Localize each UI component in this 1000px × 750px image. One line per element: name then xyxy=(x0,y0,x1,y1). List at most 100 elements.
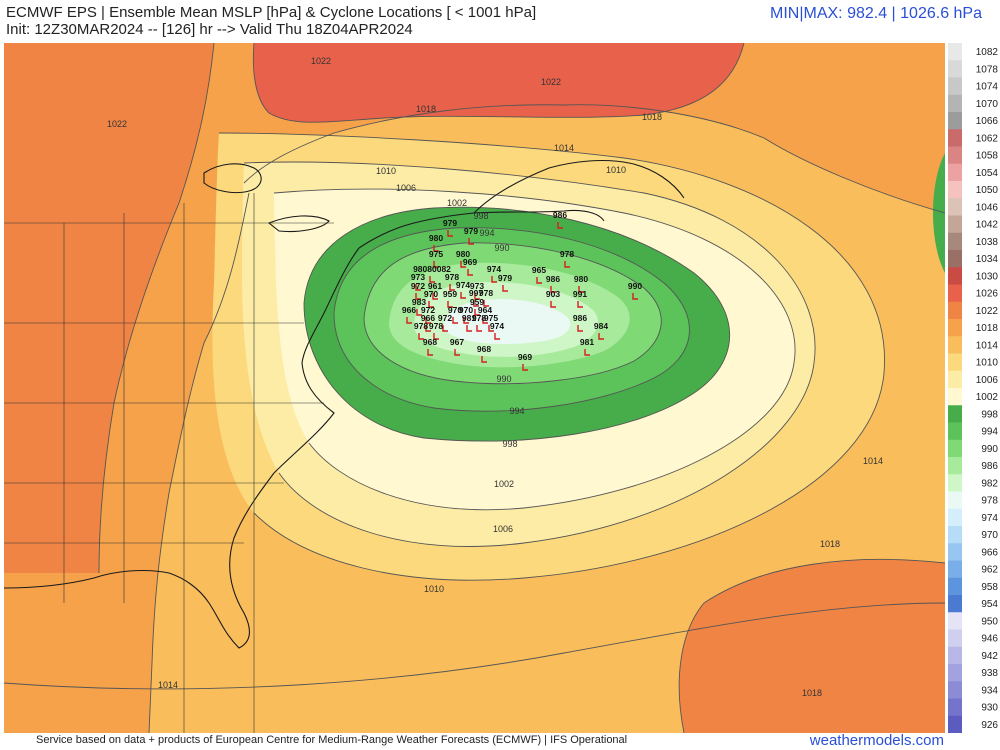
map-title: ECMWF EPS | Ensemble Mean MSLP [hPa] & C… xyxy=(6,4,537,21)
cyclone-low-marker xyxy=(442,325,448,332)
isobar-label: 1018 xyxy=(820,539,840,549)
great-lakes xyxy=(203,163,262,194)
cyclone-pressure-label: 981 xyxy=(580,337,594,347)
colorbar-label: 942 xyxy=(981,651,998,662)
cyclone-low-marker xyxy=(418,333,424,340)
isobar-1014 xyxy=(218,132,885,581)
colorbar-swatch xyxy=(948,508,962,527)
cyclone-pressure-label: 98080082 xyxy=(413,264,451,274)
cyclone-low-marker xyxy=(584,349,590,356)
colorbar-label: 1046 xyxy=(976,202,999,213)
cyclone-pressure-label: 970 xyxy=(424,289,438,299)
colorbar-swatch xyxy=(948,560,962,579)
cyclone-pressure-label: 965 xyxy=(532,265,546,275)
colorbar-swatch xyxy=(948,60,962,78)
colorbar-swatch xyxy=(948,250,962,268)
cyclone-low-marker xyxy=(467,269,473,276)
isobar-label: 990 xyxy=(494,243,509,253)
cyclone-low-marker xyxy=(578,286,584,293)
colorbar-label: 970 xyxy=(981,530,998,541)
cyclone-pressure-label: 975 xyxy=(484,313,498,323)
cyclone-low-marker xyxy=(474,293,480,300)
isobar-1018-northeast xyxy=(243,104,945,214)
cyclone-pressure-label: 974 xyxy=(487,264,501,274)
isobar-990 xyxy=(363,242,662,385)
colorbar-swatch xyxy=(948,301,962,320)
cyclone-low-marker xyxy=(415,284,421,291)
colorbar-swatch xyxy=(948,698,962,717)
isobar-label: 1006 xyxy=(493,524,513,534)
colorbar-label: 990 xyxy=(981,444,998,455)
colorbar-swatch xyxy=(948,284,962,303)
cyclone-low-marker xyxy=(632,293,638,300)
brand-link[interactable]: weathermodels.com xyxy=(809,732,944,749)
cyclone-low-marker xyxy=(416,309,422,316)
colorbar-label: 930 xyxy=(981,703,998,714)
cyclone-pressure-label: 968 xyxy=(477,344,491,354)
isobar-label: 1010 xyxy=(424,584,444,594)
isobar-1010 xyxy=(243,161,816,547)
isobar-1018-south xyxy=(703,558,945,604)
colorbar-label: 1006 xyxy=(976,375,999,386)
isobar-1014-south xyxy=(4,602,945,690)
colorbar-label: 1002 xyxy=(976,392,999,403)
field-1022-west xyxy=(4,43,214,573)
cyclone-pressure-label: 970 xyxy=(459,305,473,315)
colorbar-label: 1018 xyxy=(976,323,999,334)
isobar-label: 1022 xyxy=(107,119,127,129)
cyclone-low-marker xyxy=(447,301,453,308)
colorbar-swatch xyxy=(948,336,962,354)
colorbar-label: 1062 xyxy=(976,133,999,144)
colorbar-swatch xyxy=(948,370,962,389)
cyclone-low-marker xyxy=(488,325,494,332)
cyclone-low-marker xyxy=(474,309,480,316)
cyclone-low-marker xyxy=(483,300,489,307)
cyclone-pressure-label: 959 xyxy=(443,289,457,299)
cyclone-pressure-label: 980 xyxy=(456,249,470,259)
canada-coast xyxy=(473,160,685,214)
cyclone-pressure-label: 973 xyxy=(470,281,484,291)
cyclone-low-marker xyxy=(460,261,466,268)
field-1022-north xyxy=(253,43,744,123)
colorbar-swatch xyxy=(948,577,962,596)
isobar-label: 998 xyxy=(473,211,488,221)
colorbar-swatch xyxy=(948,77,962,96)
colorbar-label: 1042 xyxy=(976,220,999,231)
colorbar-label: 998 xyxy=(981,409,998,420)
cyclone-low-marker xyxy=(550,301,556,308)
colorbar-label: 1038 xyxy=(976,237,999,248)
colorbar-swatch xyxy=(948,646,962,665)
cyclone-pressure-label: 986 xyxy=(573,313,587,323)
isobar-label: 1002 xyxy=(494,479,514,489)
cyclone-low-marker xyxy=(522,364,528,371)
cyclone-low-marker xyxy=(557,222,563,229)
cyclone-pressure-label: 991 xyxy=(573,289,587,299)
pressure-map: 1022 1022 1022 1018 1018 1014 1010 1010 1006 1002… xyxy=(4,43,945,733)
cyclone-pressure-label: 980 xyxy=(429,233,443,243)
colorbar-swatch xyxy=(948,198,962,216)
colorbar-swatch xyxy=(948,232,962,251)
colorbar-swatch xyxy=(948,595,962,613)
colorbar-swatch xyxy=(948,388,962,406)
colorbar-label: 1058 xyxy=(976,151,999,162)
colorbar-label: 1026 xyxy=(976,289,999,300)
cyclone-pressure-label: 969 xyxy=(463,257,477,267)
cyclone-low-marker xyxy=(433,333,439,340)
cyclone-pressure-label: 966 xyxy=(402,305,416,315)
colorbar-swatch xyxy=(948,543,962,561)
cyclone-pressure-label: 979 xyxy=(443,218,457,228)
cyclone-low-marker xyxy=(468,238,474,245)
colorbar-swatch xyxy=(948,129,962,147)
isobar-label: 1014 xyxy=(554,143,574,153)
cyclone-pressure-label: 966 xyxy=(421,313,435,323)
cyclone-pressure-label: 979 xyxy=(464,226,478,236)
cyclone-low-marker xyxy=(447,230,453,237)
cyclone-pressure-label: 969 xyxy=(518,352,532,362)
cyclone-pressure-label: 972 xyxy=(421,305,435,315)
colorbar-swatch xyxy=(948,457,962,475)
cyclone-pressure-label: 959 xyxy=(470,297,484,307)
cyclone-pressure-label: 974 xyxy=(456,280,470,290)
colorbar-swatch xyxy=(948,681,962,699)
isobar-label: 994 xyxy=(509,406,524,416)
colorbar-label: 926 xyxy=(981,720,998,731)
